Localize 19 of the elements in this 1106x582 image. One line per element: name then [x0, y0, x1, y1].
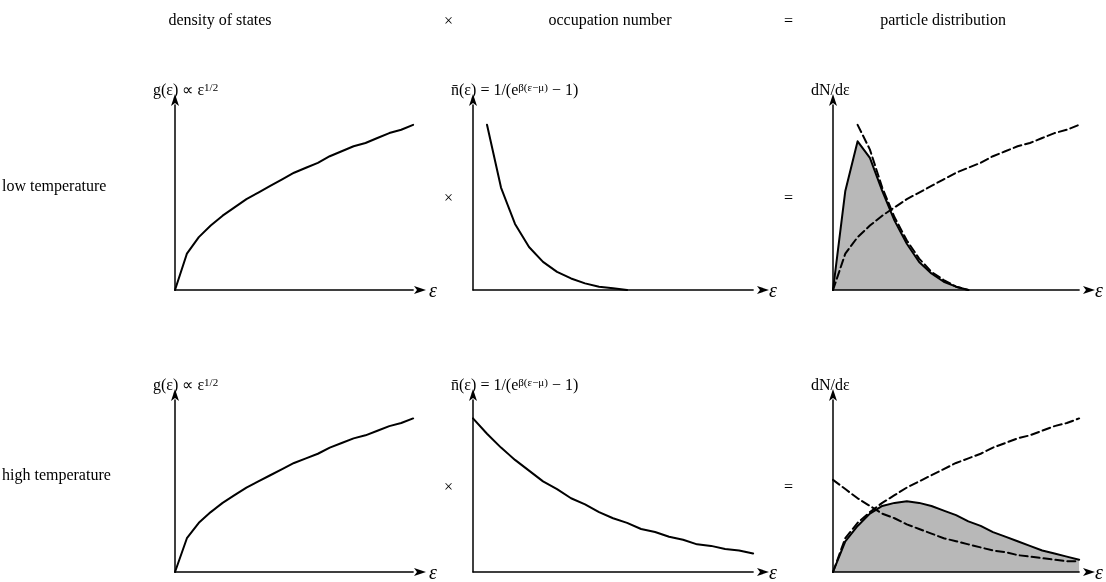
text: low temperature [2, 177, 107, 195]
x-axis-title: ε [1095, 561, 1104, 582]
chart-title: density of states [168, 10, 272, 29]
x-axis-title: ε [429, 279, 438, 301]
text: = [784, 189, 794, 206]
x-axis-title: ε [769, 279, 778, 301]
x-axis-title: ε [1095, 279, 1104, 301]
text: = [784, 11, 794, 29]
text: = [784, 477, 794, 495]
text: × [444, 477, 454, 495]
y-axis-title: dN/dε [811, 375, 850, 393]
text: high temperature [2, 465, 111, 484]
x-axis-title: ε [769, 561, 778, 582]
x-axis-title: ε [429, 561, 438, 582]
y-axis-title: dN/dε [811, 80, 850, 98]
text: × [444, 11, 454, 29]
chart-title: particle distribution [880, 10, 1006, 29]
text: × [444, 189, 454, 206]
chart-title: occupation number [548, 10, 673, 29]
